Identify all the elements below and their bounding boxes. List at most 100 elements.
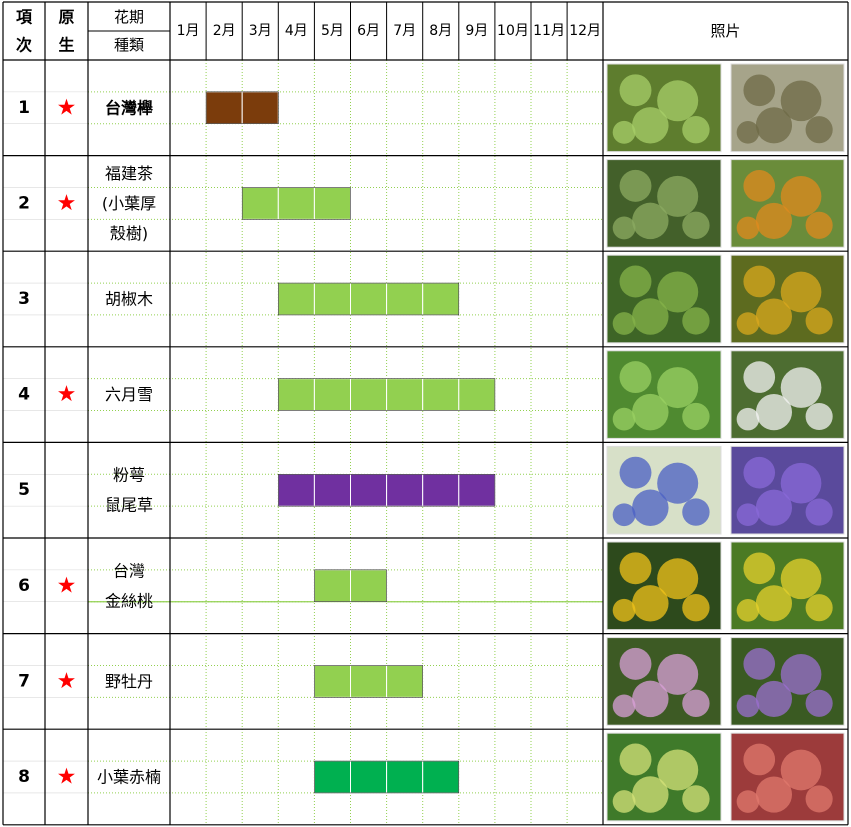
month-label: 10月 [497,23,529,39]
bloom-month-cell [241,186,279,220]
species-name: 殼樹) [110,224,148,243]
purple-salvia-photo [730,445,845,535]
photo-detail [619,456,652,489]
bloom-month-cell [422,378,460,412]
photo-detail [755,202,793,239]
photo-detail [682,594,710,622]
bloom-month-cell [386,473,424,507]
photo-detail [619,552,652,585]
header-native-2: 生 [58,36,74,55]
photo-detail [632,393,669,431]
species-name: 金絲桃 [105,591,153,610]
photo-detail [780,271,822,313]
photo-detail [755,585,793,622]
bloom-bar-outline [205,91,279,124]
bloom-month-cell [386,378,424,412]
photo-detail [755,107,793,144]
bloom-bar-outline [314,569,387,602]
bloom-month-cell [313,760,351,794]
photo-detail [612,503,636,527]
photo-detail [755,394,793,431]
photo-detail [736,503,760,527]
buds-photo [606,732,722,822]
photo-detail [612,312,636,335]
photo-detail [805,498,833,526]
native-star-icon: ★ [57,765,77,790]
red-foliage-photo [730,732,845,822]
row-number: 7 [18,671,30,691]
photo-detail [657,175,699,217]
photo-detail [805,116,833,144]
photo-detail [805,307,833,335]
photo-detail [736,216,760,240]
shrub-leaves-photo [606,159,722,248]
photo-detail [780,749,822,791]
photo-detail [632,202,669,240]
bloom-bar-4 [277,378,496,412]
photo-detail [619,361,652,394]
photo-detail [619,743,652,776]
month-label: 1月 [177,23,200,39]
header-native-1: 原 [58,8,74,27]
photo-detail [632,489,669,526]
photo-detail [619,74,652,107]
photo-detail [632,680,669,718]
photo-detail [743,456,776,489]
photo-detail [805,211,833,239]
photo-detail [755,298,793,335]
pink-flower-photo [606,637,722,726]
photo-detail [736,694,760,718]
blue-salvia-photo [606,445,722,535]
photo-detail [805,689,833,717]
photo-detail [780,176,822,217]
tree-photo [730,63,845,153]
row-number: 6 [18,576,30,596]
species-name: 野牡丹 [105,672,153,691]
photo-detail [682,689,710,717]
bloom-month-cell [386,664,424,698]
bloom-month-cell [350,378,388,412]
bloom-bar-outline [314,665,423,698]
photo-detail [743,743,776,776]
photo-detail [736,407,760,431]
photo-detail [805,402,833,431]
bloom-month-cell [350,760,388,794]
row-number: 8 [18,767,30,787]
bloom-bar-outline [314,760,460,794]
photo-detail [619,169,652,202]
photo-detail [755,776,793,813]
month-label: 9月 [465,23,488,39]
species-name: 粉萼 [113,466,145,485]
species-name: 台灣 [113,561,145,580]
photo-detail [657,367,699,409]
photo-detail [755,489,793,526]
bloom-bar-outline [278,378,496,411]
photo-detail [780,654,822,695]
photo-detail [682,211,710,239]
bloom-month-cell [205,91,243,125]
photo-detail [780,367,822,408]
bloom-month-cell [313,282,351,316]
bloom-month-cell [458,473,496,507]
header-photo: 照片 [710,22,740,40]
violet-flowers-photo [730,637,845,726]
photo-detail [780,462,822,504]
species-name: 六月雪 [105,385,153,404]
header-index-2: 次 [16,36,32,55]
row-number: 5 [18,480,30,500]
photo-detail [805,785,833,813]
photo-detail [682,402,710,431]
bloom-month-cell [313,378,351,412]
row-number: 1 [18,98,30,118]
month-label: 11月 [533,23,565,39]
yellow-fruit-photo [730,254,845,344]
month-label: 5月 [321,23,344,39]
native-star-icon: ★ [57,95,77,120]
bloom-month-cell [422,473,460,507]
yellow-flower-photo [606,541,722,631]
bloom-bar-8 [313,760,460,794]
bloom-month-cell [313,186,351,220]
header-index-1: 項 [16,8,33,27]
bloom-month-cell [313,473,351,507]
